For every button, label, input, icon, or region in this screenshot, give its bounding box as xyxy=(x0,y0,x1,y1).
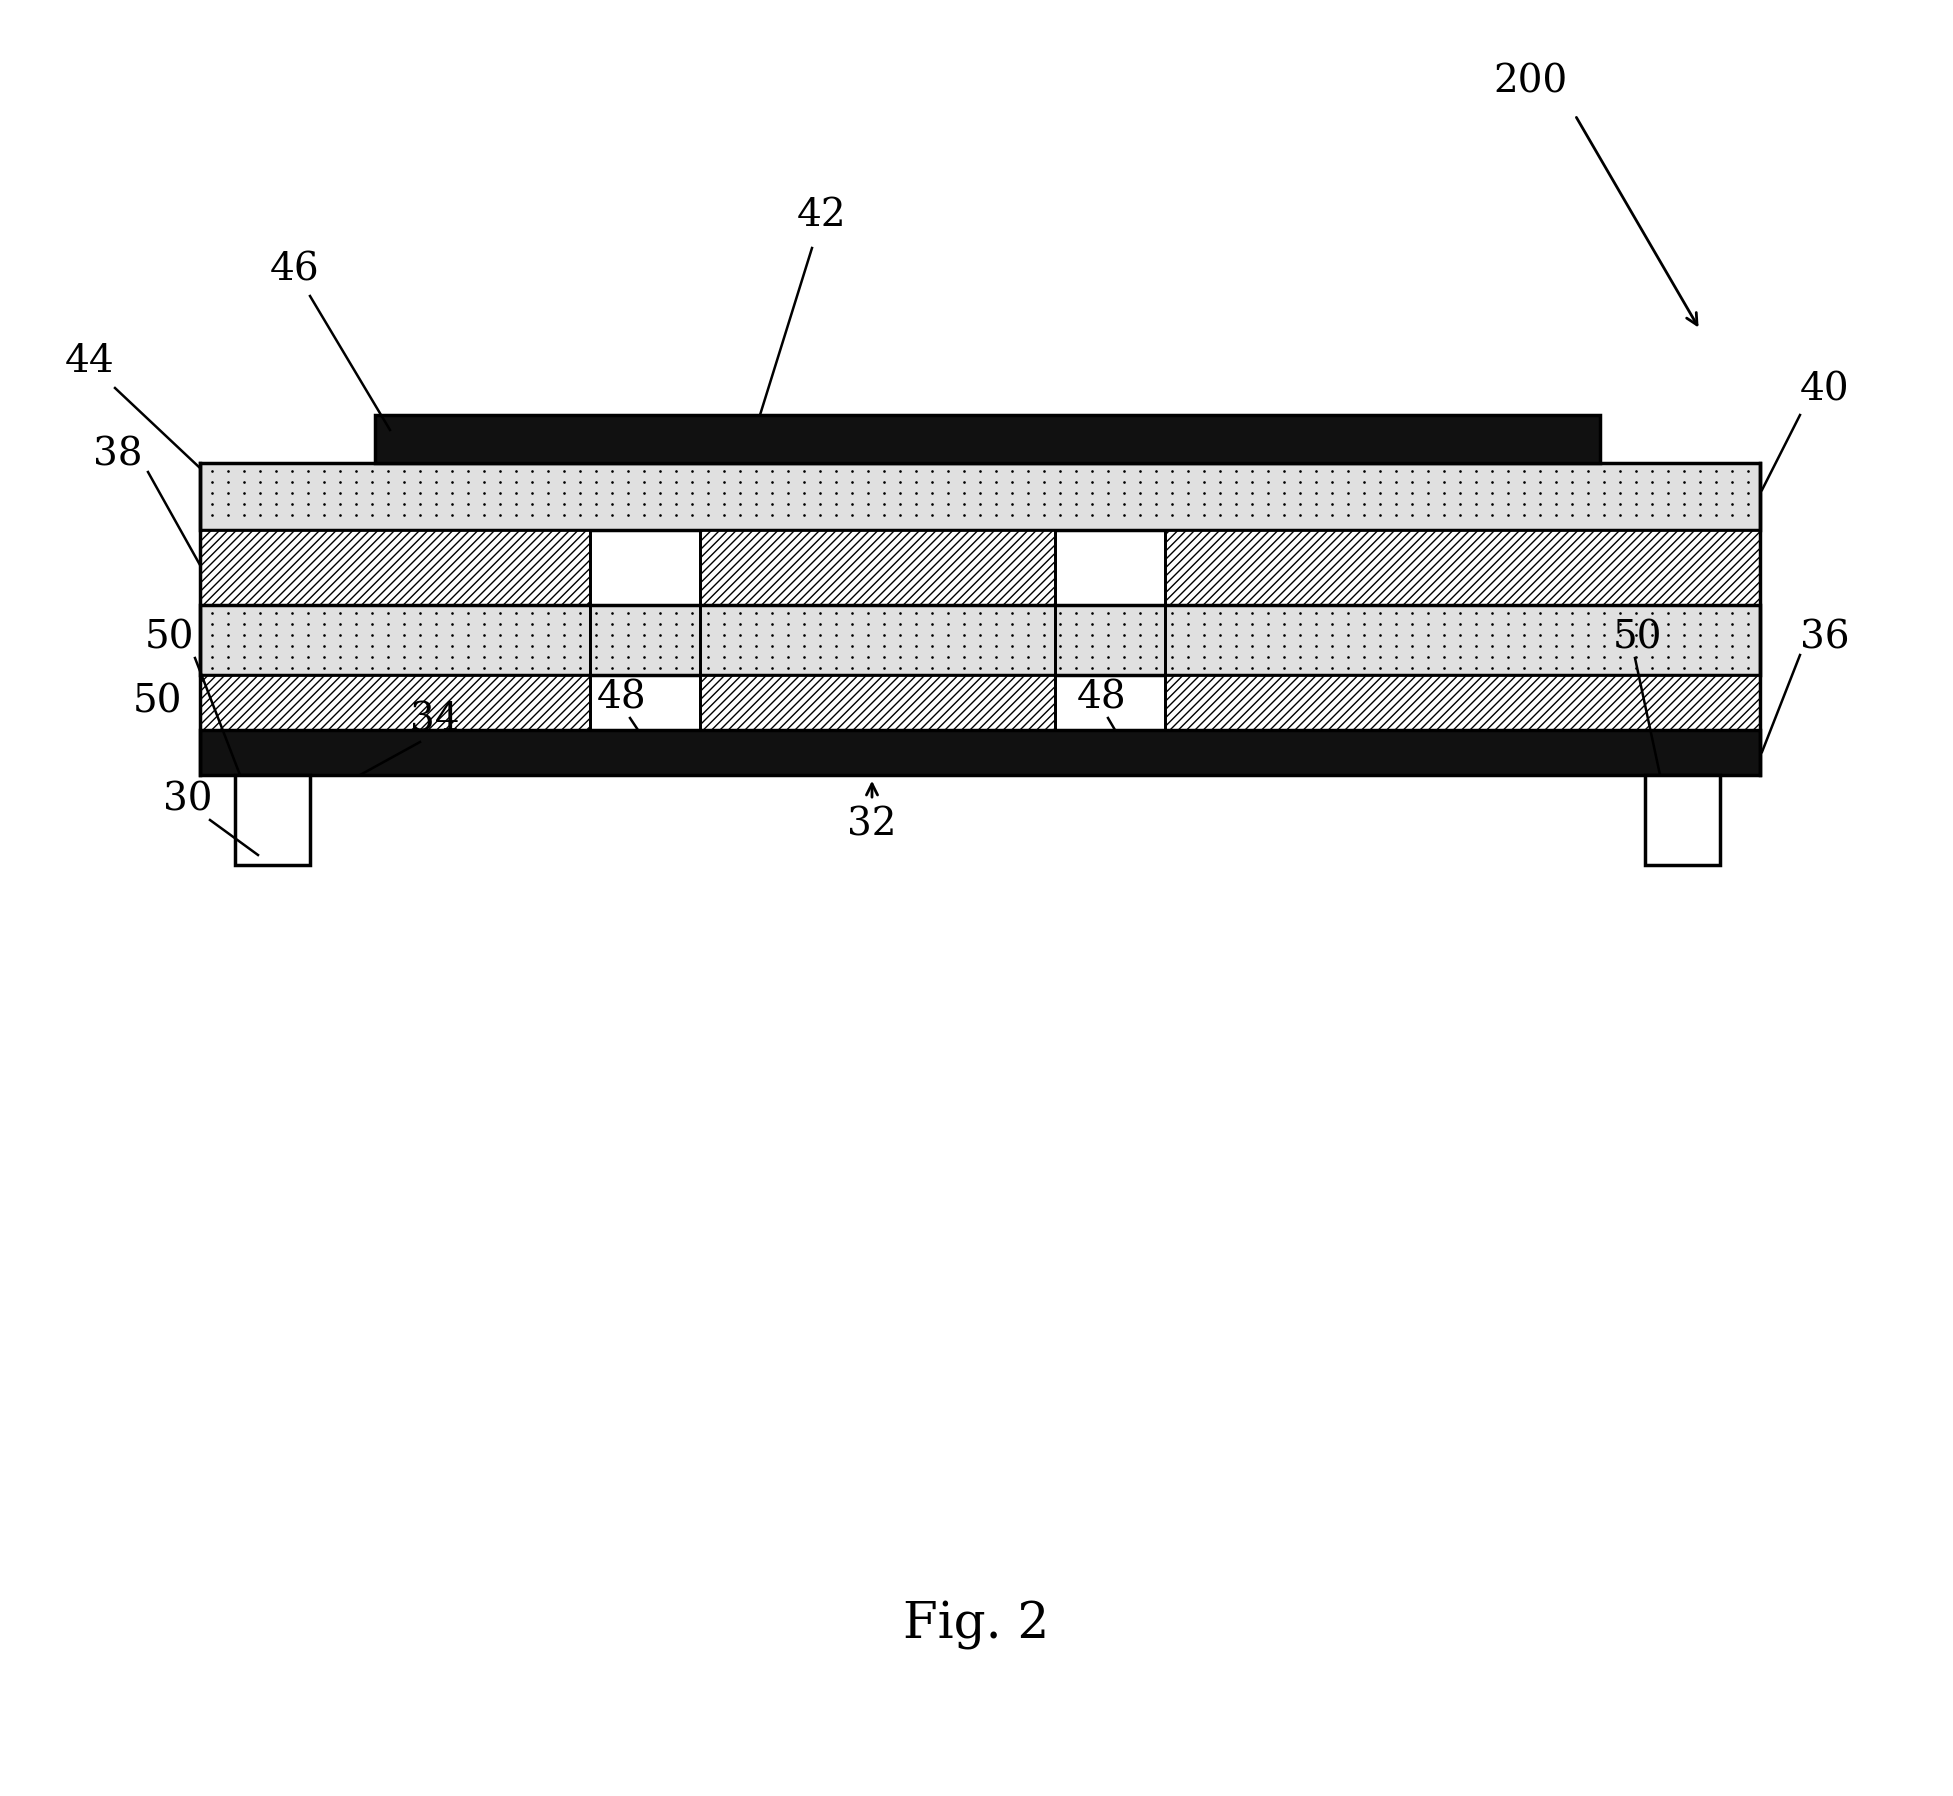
Text: 36: 36 xyxy=(1801,620,1849,657)
Text: Fig. 2: Fig. 2 xyxy=(902,1600,1049,1651)
Bar xyxy=(699,675,1055,729)
Bar xyxy=(1644,776,1721,866)
Text: 48: 48 xyxy=(598,679,646,717)
Bar xyxy=(699,530,1055,605)
Text: 200: 200 xyxy=(1492,63,1566,101)
Bar xyxy=(1166,530,1760,605)
Bar xyxy=(1166,675,1760,729)
Text: 34: 34 xyxy=(410,702,459,738)
Bar xyxy=(199,675,590,729)
Bar xyxy=(199,729,1760,776)
Bar xyxy=(234,776,311,866)
Text: 48: 48 xyxy=(1078,679,1127,717)
Bar xyxy=(375,415,1600,463)
Text: 44: 44 xyxy=(64,343,115,381)
Bar xyxy=(199,463,1760,530)
Text: 46: 46 xyxy=(270,251,320,289)
Text: 40: 40 xyxy=(1801,372,1849,408)
Bar xyxy=(199,605,1760,675)
Text: 50: 50 xyxy=(1613,620,1662,657)
Text: 32: 32 xyxy=(848,806,896,844)
Text: 42: 42 xyxy=(797,196,848,233)
Text: 30: 30 xyxy=(164,781,213,819)
Text: 50: 50 xyxy=(133,684,184,720)
Text: 38: 38 xyxy=(94,436,143,474)
Bar xyxy=(199,530,590,605)
Text: 50: 50 xyxy=(145,620,195,657)
